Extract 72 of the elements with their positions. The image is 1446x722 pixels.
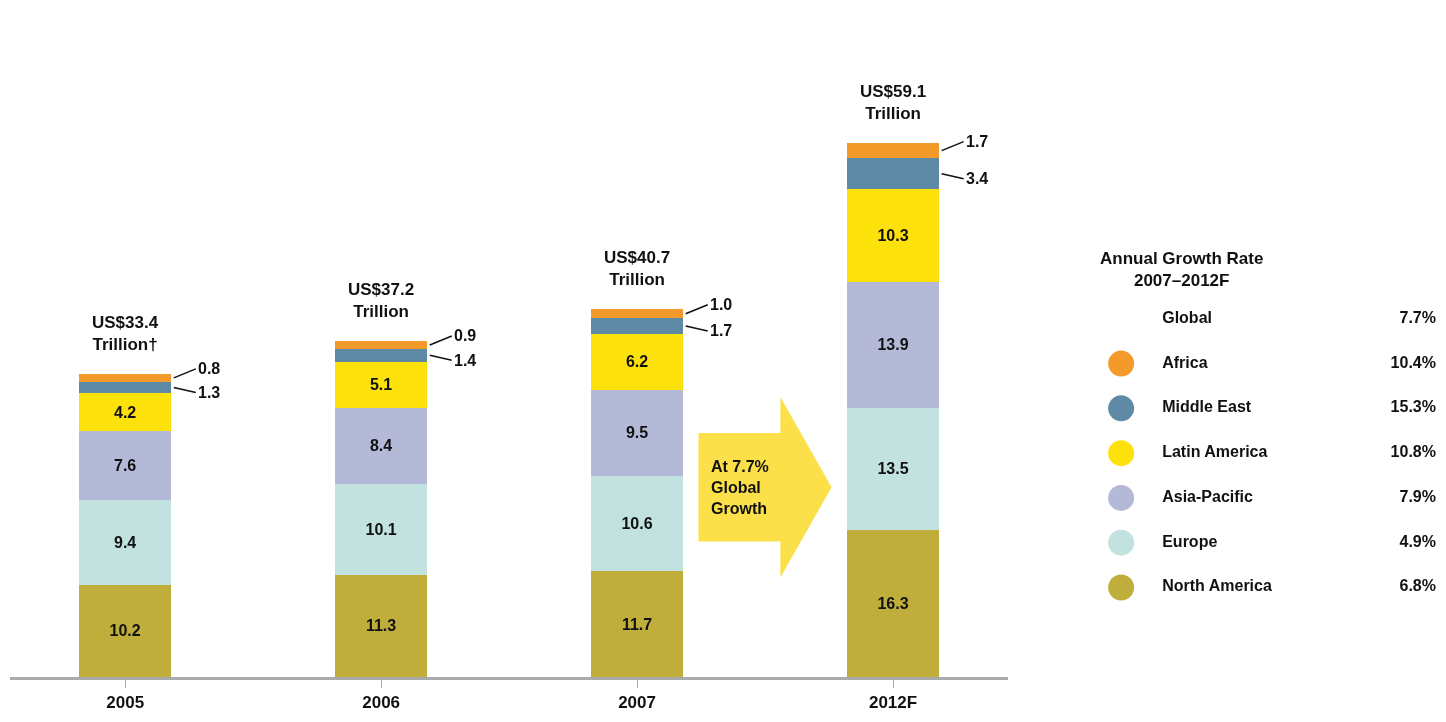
bar bbox=[79, 584, 172, 677]
text: Global bbox=[1162, 308, 1212, 326]
bar bbox=[591, 309, 684, 319]
annotation: At 7.7% Global Growth bbox=[711, 458, 769, 517]
bar bbox=[846, 143, 940, 159]
bar bbox=[335, 407, 428, 484]
legend-label: North America bbox=[1162, 577, 1272, 595]
data-label: 10.6 bbox=[621, 514, 653, 532]
text: 7.9% bbox=[1399, 487, 1436, 505]
bar bbox=[591, 318, 684, 334]
legend-label: Middle East bbox=[1162, 398, 1252, 416]
data-label: 10.2 bbox=[109, 622, 141, 640]
data-label: 11.7 bbox=[621, 615, 653, 633]
bar bbox=[335, 574, 428, 677]
data-label: 4.2 bbox=[114, 403, 137, 421]
legend-label: Asia-Pacific bbox=[1162, 487, 1254, 505]
bar bbox=[79, 431, 172, 500]
data-label: 1.0 bbox=[710, 296, 733, 313]
data-label: 6.2 bbox=[625, 353, 649, 371]
x-tick-label: 2005 bbox=[106, 693, 145, 713]
bar bbox=[79, 499, 172, 585]
text: 10.4% bbox=[1390, 353, 1436, 371]
total-label: US$37.2 Trillion bbox=[348, 280, 415, 322]
bar bbox=[591, 475, 684, 572]
data-label: 10.1 bbox=[365, 520, 397, 538]
legend-label: Africa bbox=[1162, 353, 1208, 371]
bar bbox=[79, 393, 172, 432]
bar bbox=[335, 361, 428, 408]
data-label: 8.4 bbox=[369, 437, 393, 455]
text: 15.3% bbox=[1390, 398, 1436, 416]
bar bbox=[335, 340, 428, 350]
bar bbox=[335, 483, 428, 575]
data-label: 5.1 bbox=[369, 376, 393, 394]
data-label: 9.5 bbox=[625, 424, 649, 442]
data-label: 1.7 bbox=[710, 322, 733, 339]
bar bbox=[846, 407, 940, 530]
data-label: 1.7 bbox=[966, 133, 989, 150]
bar bbox=[591, 389, 684, 476]
bar bbox=[591, 571, 684, 677]
text: 6.8% bbox=[1399, 577, 1436, 595]
data-label: 13.5 bbox=[877, 460, 909, 478]
text: 10.8% bbox=[1390, 443, 1436, 461]
legend-label: Latin America bbox=[1162, 443, 1268, 461]
data-label: 11.3 bbox=[365, 617, 397, 635]
data-label: 0.8 bbox=[198, 360, 221, 377]
data-label: 10.3 bbox=[877, 227, 909, 245]
data-label: 3.4 bbox=[966, 170, 989, 187]
legend-label: Europe bbox=[1162, 532, 1218, 550]
data-label: 16.3 bbox=[877, 594, 909, 612]
legend-title: Annual Growth Rate 2007–2012F bbox=[1100, 249, 1264, 291]
bar bbox=[79, 374, 172, 382]
bar bbox=[846, 158, 940, 190]
x-tick-label: 2006 bbox=[362, 693, 401, 713]
data-label: 7.6 bbox=[114, 457, 137, 475]
data-label: 1.3 bbox=[198, 384, 221, 401]
x-tick-label: 2007 bbox=[618, 693, 656, 713]
data-label: 0.9 bbox=[454, 327, 477, 344]
data-label: 9.4 bbox=[114, 533, 137, 551]
bar bbox=[846, 189, 940, 283]
total-label: US$33.4 Trillion† bbox=[92, 313, 159, 355]
text: 4.9% bbox=[1399, 532, 1436, 550]
bar bbox=[335, 349, 428, 362]
text: 7.7% bbox=[1399, 308, 1436, 326]
bar bbox=[846, 529, 940, 677]
total-label: US$40.7 Trillion bbox=[604, 248, 671, 290]
bar bbox=[846, 282, 940, 408]
data-label: 13.9 bbox=[877, 336, 909, 354]
total-label: US$59.1 Trillion bbox=[860, 82, 927, 124]
x-tick-label: 2012F bbox=[868, 693, 918, 713]
bar bbox=[591, 333, 684, 390]
bar bbox=[79, 381, 172, 394]
data-label: 1.4 bbox=[454, 352, 477, 369]
